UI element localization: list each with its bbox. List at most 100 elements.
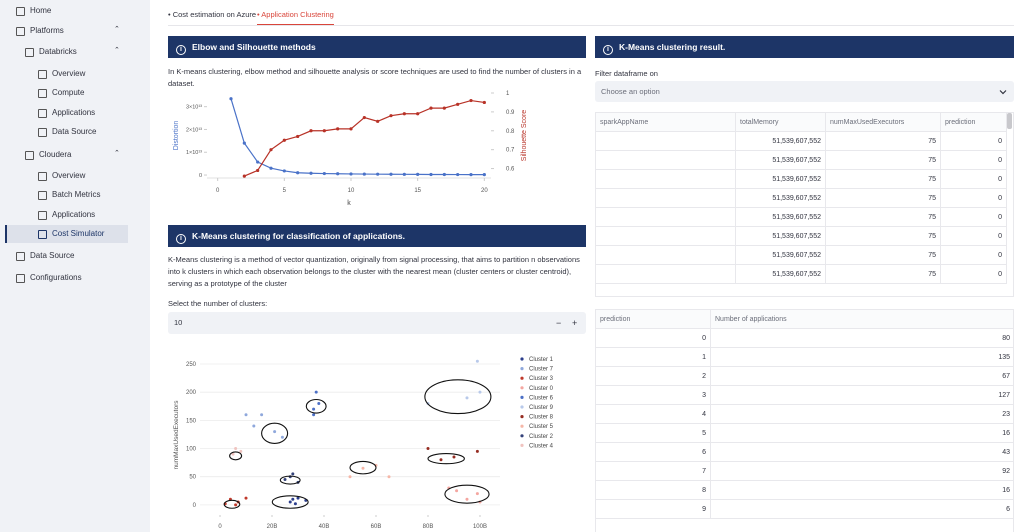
table-cell: 6 <box>596 443 711 462</box>
cluster-ellipse <box>223 499 241 509</box>
nav-item[interactable]: Configurations <box>30 273 82 282</box>
table-cell: 6 <box>711 500 1013 519</box>
data-point <box>322 129 326 133</box>
legend-label: Cluster 3 <box>529 376 554 382</box>
table-cell: 80 <box>711 329 1013 348</box>
data-point <box>229 97 233 101</box>
data-point <box>269 148 273 152</box>
legend-marker <box>520 395 524 399</box>
y-tick-label: 3×10¹³ <box>186 105 202 111</box>
y-tick-label: 100 <box>186 447 197 453</box>
table-cell: 51,539,607,552 <box>736 170 826 189</box>
data-point <box>322 171 326 176</box>
data-point <box>389 114 393 118</box>
chevron: ⌃ <box>114 47 120 54</box>
number-input[interactable]: 10 − + <box>168 312 586 334</box>
data-point <box>296 171 300 175</box>
nav-item[interactable]: Home <box>30 6 52 15</box>
paragraph: K-Means clustering is a method of vector… <box>168 255 580 288</box>
data-point <box>478 390 482 394</box>
legend-marker <box>520 367 524 371</box>
nav-item[interactable]: Applications <box>52 108 96 117</box>
cluster-ellipse <box>271 495 309 509</box>
nav-item[interactable]: Databricks <box>39 47 77 56</box>
nav-item[interactable]: Batch Metrics <box>52 190 101 199</box>
x-tick-label: 20B <box>267 524 278 530</box>
data-point <box>309 171 313 175</box>
data-point <box>465 396 469 400</box>
nav-item[interactable]: Compute <box>52 88 85 97</box>
data-point <box>475 449 479 453</box>
table-cell: 75 <box>826 246 941 265</box>
table-cell: 75 <box>826 132 941 151</box>
table-cell: 75 <box>826 151 941 170</box>
data-point <box>402 112 406 116</box>
legend-label: Cluster 6 <box>529 395 554 401</box>
data-point <box>416 112 420 116</box>
x-axis-title: k <box>347 200 351 207</box>
column-header: Number of applications <box>711 310 1013 329</box>
y-tick-label: 1×10¹³ <box>186 150 202 156</box>
nav-item[interactable]: Overview <box>52 69 86 78</box>
input-label: Select the number of clusters: <box>168 299 268 308</box>
select-placeholder[interactable]: Choose an option <box>601 87 660 96</box>
tab[interactable]: • Cost estimation on Azure <box>168 10 257 19</box>
number-value[interactable]: 10 <box>174 318 183 327</box>
cluster-ellipse <box>305 398 327 414</box>
table-cell <box>596 170 736 189</box>
data-point <box>361 466 365 470</box>
nav-item[interactable]: Applications <box>52 210 96 219</box>
nav-icon <box>16 27 25 36</box>
data-point <box>349 127 353 131</box>
section-header: i Elbow and Silhouette methods <box>168 36 586 58</box>
nav-item[interactable]: Data Source <box>30 251 75 260</box>
tab-label[interactable]: Application Clustering <box>261 10 334 19</box>
table-cell: 2 <box>596 367 711 386</box>
y-tick-label: 50 <box>189 475 196 481</box>
data-point <box>280 435 284 439</box>
table-cell: 7 <box>596 462 711 481</box>
table-cell: 67 <box>711 367 1013 386</box>
series-line <box>244 99 485 177</box>
data-point <box>376 172 380 176</box>
increment[interactable]: + <box>572 318 578 328</box>
table-cell: 75 <box>826 189 941 208</box>
data-point <box>348 475 352 479</box>
legend-label: Cluster 7 <box>529 367 554 373</box>
chevron <box>999 90 1007 95</box>
nav-item[interactable]: Cost Simulator <box>52 229 105 238</box>
table-cell: 0 <box>596 329 711 348</box>
data-point <box>283 478 287 482</box>
data-point <box>244 413 248 417</box>
data-point <box>296 134 300 139</box>
table-cell: 0 <box>941 265 1007 284</box>
table-cell <box>596 227 736 246</box>
nav-item[interactable]: Platforms <box>30 26 64 35</box>
decrement[interactable]: − <box>556 318 562 328</box>
tab-active[interactable]: • Application Clustering <box>257 10 334 25</box>
nav-item[interactable]: Overview <box>52 171 86 180</box>
data-point <box>282 138 286 142</box>
nav-icon <box>38 89 47 98</box>
nav-item[interactable]: Data Source <box>52 127 97 136</box>
data-point <box>442 106 446 110</box>
column-header: prediction <box>596 310 711 329</box>
tab-label[interactable]: Cost estimation on Azure <box>172 10 257 19</box>
cluster-ellipse <box>261 422 289 445</box>
legend-label: Cluster 2 <box>529 434 554 440</box>
data-point <box>288 500 292 504</box>
y-tick-label: 0 <box>193 503 197 509</box>
table-cell: 0 <box>941 170 1007 189</box>
x-tick-label: 0 <box>216 188 220 194</box>
y-tick-label: 2×10¹³ <box>186 127 202 133</box>
data-point <box>469 173 473 177</box>
y-axis-title: numMaxUsedExecutors <box>173 400 180 470</box>
select[interactable]: Choose an option <box>595 81 1014 102</box>
data-point <box>256 168 260 173</box>
cluster-ellipse <box>444 484 490 504</box>
nav-item[interactable]: Cloudera <box>39 150 72 159</box>
data-point <box>239 449 243 453</box>
legend-label: Cluster 5 <box>529 424 554 430</box>
data-point <box>282 169 286 173</box>
